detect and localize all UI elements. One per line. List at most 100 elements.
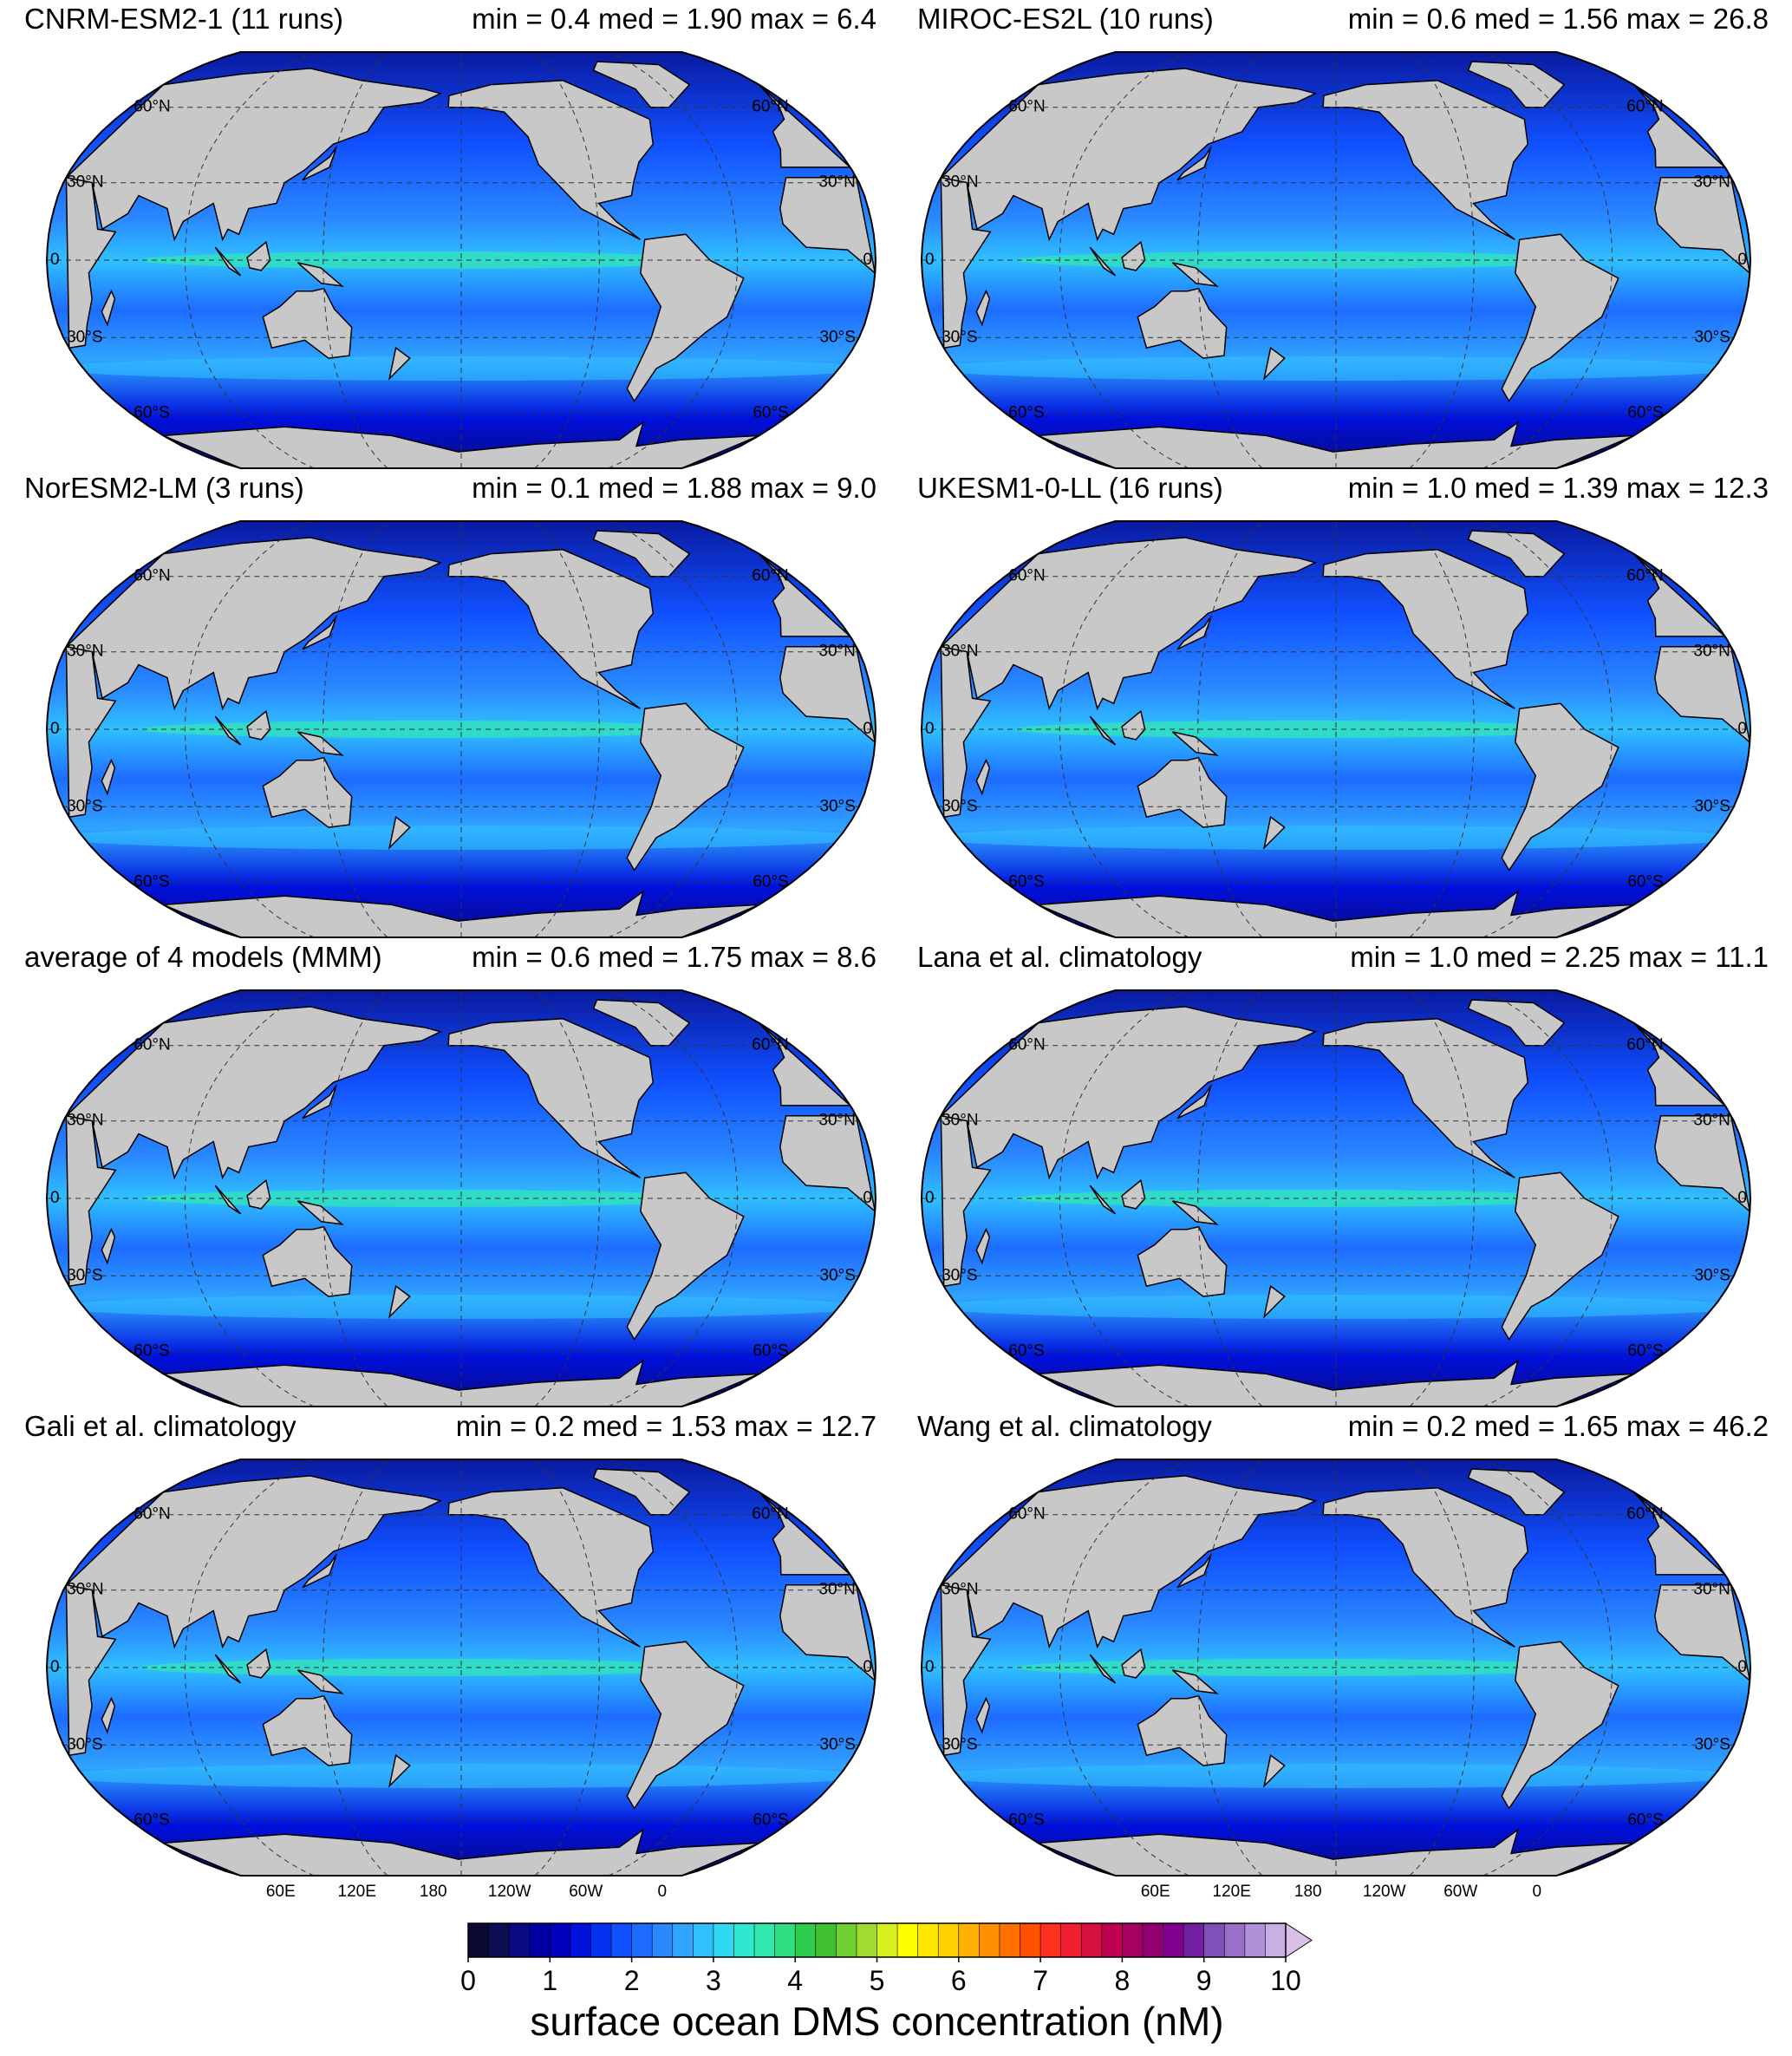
lat-label: 30°S	[67, 1266, 102, 1284]
panel-title: Lana et al. climatology	[917, 941, 1202, 973]
colorbar-over-arrow	[1285, 1922, 1313, 1958]
colorbar-swatch	[713, 1922, 735, 1958]
land	[447, 1018, 655, 1178]
map-area	[922, 52, 1750, 468]
lat-label: 60°N	[1626, 567, 1663, 585]
land	[262, 756, 353, 828]
colorbar-swatch	[1101, 1922, 1124, 1958]
panel-stats: min = 1.0 med = 1.39 max = 12.3	[1348, 472, 1769, 504]
lon-label: 120W	[488, 1883, 531, 1901]
lat-label: 0	[1737, 720, 1747, 738]
graticule	[534, 990, 600, 1407]
lat-label: 0	[863, 251, 872, 269]
lat-label: 60°S	[134, 1341, 169, 1360]
lat-label: 60°S	[1627, 1341, 1663, 1360]
land	[1038, 1359, 1634, 1407]
land	[297, 1200, 344, 1225]
map-panel: MIROC-ES2L (10 runs) min = 0.6 med = 1.56…	[917, 3, 1769, 469]
colorbar-swatch	[1203, 1922, 1226, 1958]
land	[64, 537, 443, 711]
land	[163, 890, 759, 937]
panel-title: NorESM2-LM (3 runs)	[24, 472, 304, 504]
lon-label: 60E	[1141, 1883, 1170, 1901]
lat-label: 60°N	[134, 1036, 170, 1054]
lat-label: 30°N	[1693, 643, 1730, 661]
lat-label: 60°N	[752, 98, 788, 116]
land	[1654, 1115, 1750, 1213]
land	[297, 1669, 344, 1694]
lat-label: 60°S	[1627, 1811, 1663, 1829]
lat-label: 60°N	[134, 98, 170, 116]
land	[214, 1654, 242, 1684]
colorbar-tick-label: 6	[951, 1965, 967, 1996]
lat-label: 60°S	[134, 1811, 169, 1829]
land	[1172, 262, 1219, 287]
land	[1089, 715, 1117, 746]
colorbar-swatch	[1122, 1922, 1144, 1958]
graticule	[534, 52, 600, 468]
colorbar-swatch	[836, 1922, 857, 1958]
land	[297, 262, 344, 287]
lat-label: 60°N	[752, 567, 788, 585]
lat-label: 30°S	[1694, 328, 1730, 346]
graticule	[184, 990, 315, 1407]
land	[1501, 1172, 1619, 1341]
graticule	[184, 521, 315, 937]
land	[975, 1227, 991, 1265]
lat-label: 0	[863, 1189, 872, 1207]
land	[1467, 999, 1566, 1047]
colorbar-swatch	[529, 1922, 551, 1958]
map-outline	[45, 520, 877, 938]
land	[1632, 84, 1727, 168]
colorbar-swatch	[733, 1922, 755, 1958]
colorbar-swatch	[508, 1922, 531, 1958]
lat-label: 0	[925, 1189, 935, 1207]
equatorial-band	[140, 251, 713, 269]
land	[1322, 549, 1529, 709]
map-panel: CNRM-ESM2-1 (11 runs) min = 0.4 med = 1.9…	[24, 3, 877, 469]
colorbar-tick-label: 8	[1115, 1965, 1131, 1996]
land	[388, 1284, 411, 1319]
land	[939, 1475, 1318, 1649]
lat-label: 30°S	[1694, 797, 1730, 815]
lon-label: 60E	[266, 1883, 296, 1901]
land	[975, 289, 991, 327]
map-panel: Lana et al. climatology min = 1.0 med = 2…	[917, 941, 1769, 1407]
lat-label: 60°N	[1008, 567, 1045, 585]
land	[1632, 553, 1727, 637]
colorbar-swatch	[631, 1922, 653, 1958]
colorbar-swatch	[896, 1922, 919, 1958]
land	[65, 176, 117, 349]
land	[940, 1114, 992, 1288]
lat-label: 60°S	[1627, 403, 1663, 421]
lat-label: 30°N	[818, 1581, 855, 1599]
map-outline	[45, 989, 877, 1407]
land	[779, 1584, 876, 1682]
graticule	[1197, 990, 1263, 1407]
graticule	[1059, 52, 1189, 468]
land	[975, 1696, 991, 1734]
lat-label: 30°N	[818, 1112, 855, 1130]
land	[1176, 146, 1213, 181]
panel-title: average of 4 models (MMM)	[24, 941, 382, 973]
lat-label: 60°N	[1626, 1036, 1663, 1054]
land	[940, 645, 992, 819]
lat-label: 60°S	[753, 1811, 788, 1829]
colorbar-swatch	[937, 1922, 960, 1958]
land	[779, 646, 876, 744]
graticule	[184, 1459, 315, 1876]
panel-title: CNRM-ESM2-1 (11 runs)	[24, 3, 343, 35]
lat-label: 60°N	[134, 567, 170, 585]
lat-label: 60°N	[1626, 1505, 1663, 1524]
land	[1176, 615, 1213, 650]
colorbar-tick-label: 0	[460, 1965, 476, 1996]
graticule	[608, 1459, 739, 1876]
colorbar-tick-label: 1	[542, 1965, 557, 1996]
panel-stats: min = 0.6 med = 1.56 max = 26.8	[1348, 3, 1769, 35]
colorbar-tick-label: 4	[787, 1965, 803, 1996]
map-area	[922, 521, 1750, 937]
lat-label: 0	[50, 1189, 60, 1207]
lon-label: 120E	[338, 1883, 376, 1901]
colorbar-swatch	[753, 1922, 776, 1958]
